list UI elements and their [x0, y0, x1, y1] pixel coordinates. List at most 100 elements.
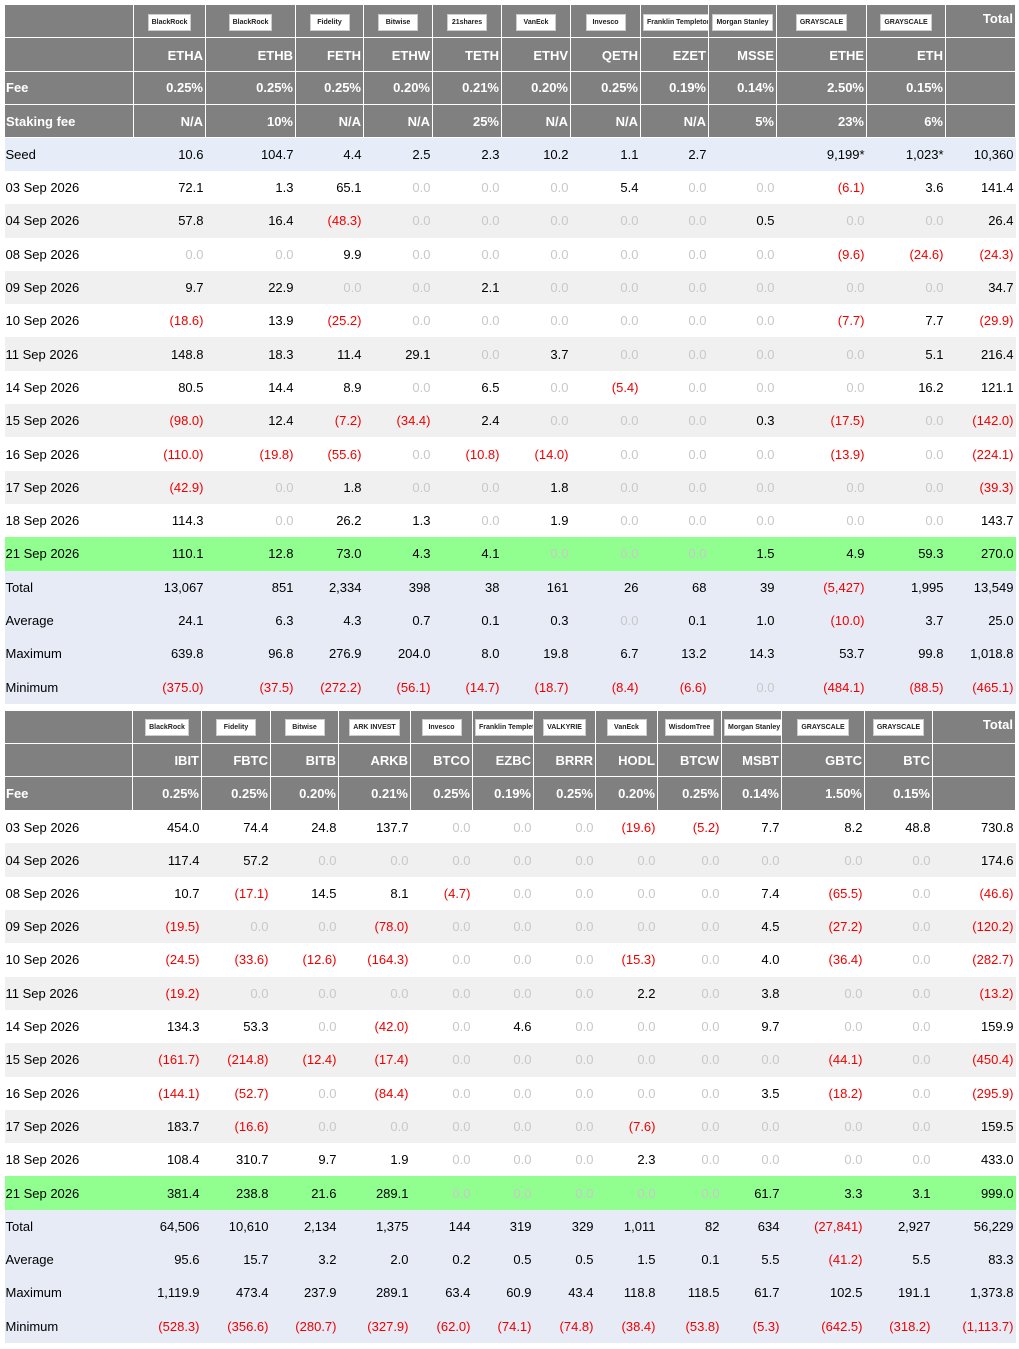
flow-cell: (282.7): [932, 943, 1016, 977]
flow-cell: 0.0: [781, 1109, 865, 1144]
flow-cell: 730.8: [932, 810, 1016, 844]
flow-cell: (38.4): [595, 1309, 658, 1343]
fee-value: 1.50%: [781, 776, 865, 811]
flow-cell: 0.0: [721, 1043, 782, 1077]
ticker: BITB: [270, 743, 339, 778]
flow-cell: (6.6): [640, 670, 709, 704]
issuer-logo: Fidelity: [216, 719, 256, 737]
flow-cell: 118.5: [657, 1276, 722, 1310]
flow-cell: 5.5: [721, 1242, 782, 1277]
flow-cell: 237.9: [270, 1276, 339, 1310]
flow-cell: 0.0: [570, 337, 641, 371]
row-label: 18 Sep 2026: [4, 503, 134, 538]
flow-cell: 1.3: [205, 170, 296, 205]
row-label: Total: [4, 1209, 133, 1243]
row-label: Fee: [4, 776, 133, 811]
flow-cell: 3.3: [781, 1176, 865, 1210]
flow-cell: (450.4): [932, 1043, 1016, 1077]
flow-cell: 0.0: [270, 1009, 339, 1044]
flow-cell: 0.0: [595, 1176, 658, 1210]
flow-cell: 289.1: [338, 1176, 411, 1210]
flow-cell: 161: [501, 570, 571, 604]
flow-cell: 0.0: [363, 470, 433, 504]
flow-cell: 1.9: [338, 1143, 411, 1177]
flow-cell: 118.8: [595, 1276, 658, 1310]
flow-cell: 0.0: [363, 370, 433, 405]
flow-cell: 0.0: [776, 270, 867, 305]
flow-cell: 0.3: [708, 404, 777, 438]
flow-cell: 0.0: [363, 437, 433, 471]
flow-cell: 24.8: [270, 810, 339, 844]
flow-cell: (37.5): [205, 670, 296, 704]
ticker: MSBT: [721, 743, 782, 778]
ticker: HODL: [595, 743, 658, 778]
row-label: Fee: [4, 70, 134, 105]
flow-cell: 9.7: [133, 270, 206, 305]
flow-cell: 0.0: [472, 1176, 534, 1210]
fee-value: N/A: [295, 103, 364, 139]
flow-cell: 0.0: [864, 1076, 933, 1110]
row-label: 17 Sep 2026: [4, 470, 134, 504]
flow-cell: 14.5: [270, 876, 339, 911]
data-row: 15 Sep 2026 (161.7) (214.8) (12.4) (17.4) 0.0…: [4, 1043, 1016, 1077]
flow-cell: 0.0: [866, 204, 946, 238]
fee-value: 0.20%: [270, 776, 339, 811]
issuer-cell: 21shares: [432, 3, 502, 39]
flow-cell: 0.0: [570, 603, 641, 638]
row-label: 10 Sep 2026: [4, 943, 133, 977]
flow-cell: 0.0: [410, 976, 473, 1010]
flow-cell: 381.4: [132, 1176, 202, 1210]
flow-cell: 0.0: [533, 1109, 596, 1144]
flow-cell: 39: [708, 570, 777, 604]
total-header: Total: [945, 3, 1016, 39]
issuer-cell: Bitwise: [363, 3, 433, 39]
flow-cell: 0.0: [410, 1076, 473, 1110]
flow-cell: 4.6: [472, 1009, 534, 1044]
flow-cell: (5.2): [657, 810, 722, 844]
flow-cell: (327.9): [338, 1309, 411, 1343]
flow-cell: 0.7: [363, 603, 433, 638]
row-label: 21 Sep 2026: [4, 537, 134, 571]
flow-cell: 0.0: [201, 976, 271, 1010]
flow-cell: (5,427): [776, 570, 867, 604]
flow-cell: 61.7: [721, 1276, 782, 1310]
issuer-logo: VanEck: [606, 719, 647, 737]
issuer-cell: Invesco: [410, 709, 473, 745]
flow-cell: 0.0: [570, 470, 641, 504]
corner-cell: [4, 3, 134, 39]
issuer-cell: Bitwise: [270, 709, 339, 745]
row-label: 21 Sep 2026: [4, 1176, 133, 1210]
flow-cell: (318.2): [864, 1309, 933, 1343]
flow-cell: 137.7: [338, 810, 411, 844]
flow-cell: 117.4: [132, 843, 202, 877]
flow-cell: 5.4: [570, 170, 641, 205]
flow-cell: 8.9: [295, 370, 364, 405]
issuer-logo: Invesco: [585, 13, 626, 31]
flow-cell: 16.4: [205, 204, 296, 238]
flow-cell: 0.0: [708, 237, 777, 271]
flow-cell: (55.6): [295, 437, 364, 471]
issuer-logo: VanEck: [516, 13, 556, 31]
flow-cell: 108.4: [132, 1143, 202, 1177]
flow-cell: 143.7: [945, 503, 1016, 538]
fee-value: 2.50%: [776, 70, 867, 105]
flow-cell: 0.0: [866, 503, 946, 538]
issuer-cell: VanEck: [501, 3, 571, 39]
fee-value: N/A: [133, 103, 206, 139]
flow-cell: 7.7: [866, 304, 946, 338]
row-label: Maximum: [4, 1276, 133, 1310]
flow-cell: 634: [721, 1209, 782, 1243]
flow-cell: 0.0: [864, 1043, 933, 1077]
flow-cell: 0.0: [432, 337, 502, 371]
flow-cell: 12.4: [205, 404, 296, 438]
flow-cell: 1.1: [570, 137, 641, 171]
issuer-cell: BlackRock: [132, 709, 202, 745]
flow-cell: 0.0: [570, 503, 641, 538]
fee-value: 0.20%: [501, 70, 571, 105]
flow-cell: 9.7: [270, 1143, 339, 1177]
flow-cell: 0.1: [640, 603, 709, 638]
flow-cell: 276.9: [295, 637, 364, 671]
corner-cell: [4, 37, 134, 72]
corner-cell: [4, 709, 133, 745]
row-label: 15 Sep 2026: [4, 1043, 133, 1077]
